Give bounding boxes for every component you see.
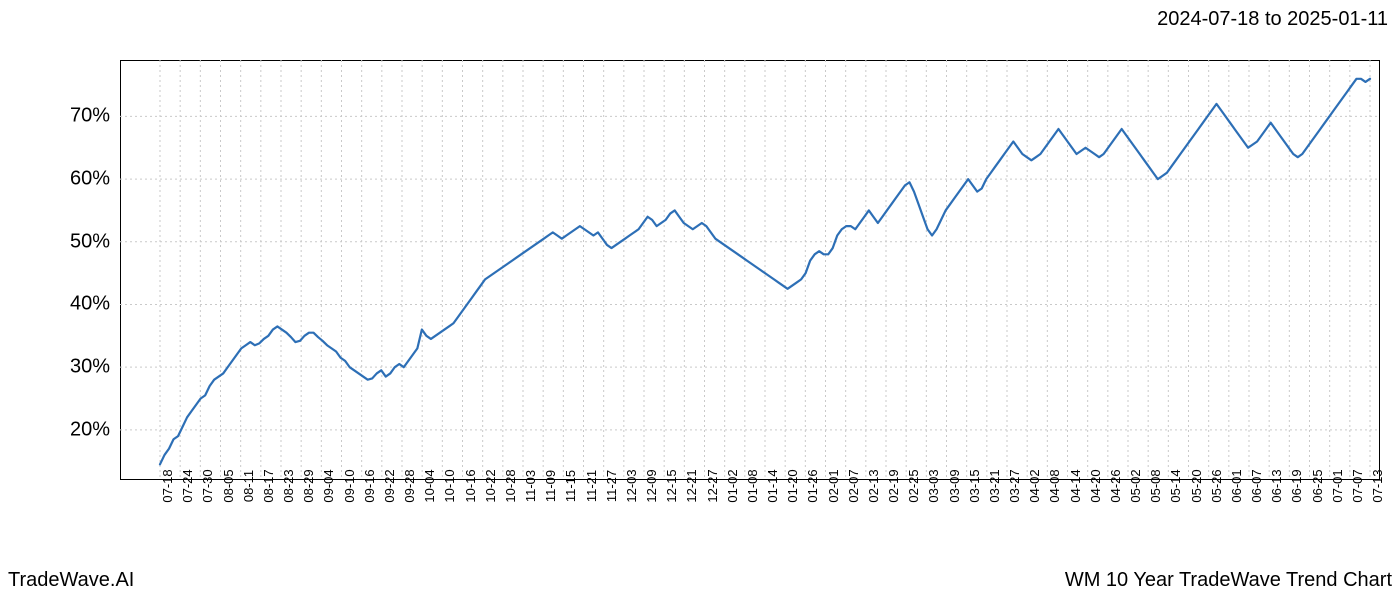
y-tick-label: 40% xyxy=(70,293,110,316)
x-tick-label: 03-21 xyxy=(987,469,1002,502)
x-tick-label: 07-01 xyxy=(1330,469,1345,502)
chart-title-label: WM 10 Year TradeWave Trend Chart xyxy=(1065,569,1392,592)
chart-container: 2024-07-18 to 2025-01-11 20% 30% 40% 50% 60%… xyxy=(0,0,1400,600)
x-tick-label: 05-02 xyxy=(1128,469,1143,502)
x-tick-label: 01-20 xyxy=(785,469,800,502)
x-tick-label: 03-03 xyxy=(926,469,941,502)
x-tick-label: 02-13 xyxy=(866,469,881,502)
x-tick-label: 04-20 xyxy=(1088,469,1103,502)
x-tick-label: 06-07 xyxy=(1249,469,1264,502)
y-tick-label: 50% xyxy=(70,230,110,253)
x-tick-label: 11-09 xyxy=(543,470,558,502)
x-tick-label: 06-01 xyxy=(1229,469,1244,502)
x-tick-label: 12-27 xyxy=(705,469,720,502)
x-tick-label: 10-04 xyxy=(422,469,437,502)
x-tick-label: 11-15 xyxy=(563,470,578,502)
chart-area xyxy=(120,60,1380,480)
x-tick-label: 07-07 xyxy=(1350,469,1365,502)
x-tick-label: 08-11 xyxy=(241,470,256,502)
x-tick-label: 12-15 xyxy=(664,469,679,502)
y-tick-label: 60% xyxy=(70,168,110,191)
x-tick-label: 02-07 xyxy=(846,469,861,502)
x-tick-label: 09-04 xyxy=(321,469,336,502)
y-tick-label: 70% xyxy=(70,105,110,128)
x-tick-label: 10-10 xyxy=(442,469,457,502)
x-tick-label: 09-22 xyxy=(382,469,397,502)
x-tick-label: 01-14 xyxy=(765,469,780,502)
x-tick-label: 06-19 xyxy=(1289,469,1304,502)
x-tick-label: 06-13 xyxy=(1269,469,1284,502)
x-tick-label: 07-13 xyxy=(1370,469,1385,502)
x-tick-label: 12-03 xyxy=(624,469,639,502)
x-tick-label: 07-18 xyxy=(160,469,175,502)
x-tick-label: 04-02 xyxy=(1027,469,1042,502)
y-tick-label: 30% xyxy=(70,356,110,379)
date-range-label: 2024-07-18 to 2025-01-11 xyxy=(1157,8,1388,31)
x-tick-label: 08-29 xyxy=(301,469,316,502)
x-tick-label: 02-01 xyxy=(826,469,841,502)
x-tick-label: 01-26 xyxy=(805,469,820,502)
x-tick-label: 05-08 xyxy=(1148,469,1163,502)
x-tick-label: 02-25 xyxy=(906,469,921,502)
x-tick-label: 09-16 xyxy=(362,469,377,502)
brand-label: TradeWave.AI xyxy=(8,569,134,592)
x-tick-label: 07-24 xyxy=(180,469,195,502)
x-tick-label: 04-08 xyxy=(1047,469,1062,502)
x-tick-label: 01-02 xyxy=(725,469,740,502)
plot-svg xyxy=(120,60,1380,480)
x-tick-label: 03-09 xyxy=(947,469,962,502)
x-tick-label: 12-21 xyxy=(684,469,699,502)
x-tick-label: 09-28 xyxy=(402,469,417,502)
x-tick-label: 11-03 xyxy=(523,470,538,502)
x-tick-label: 12-09 xyxy=(644,469,659,502)
x-tick-label: 06-25 xyxy=(1310,469,1325,502)
x-tick-label: 11-21 xyxy=(584,470,599,502)
x-tick-label: 05-20 xyxy=(1189,469,1204,502)
y-tick-label: 20% xyxy=(70,418,110,441)
x-tick-label: 01-08 xyxy=(745,469,760,502)
x-tick-label: 10-28 xyxy=(503,469,518,502)
x-tick-label: 08-23 xyxy=(281,469,296,502)
x-tick-label: 08-17 xyxy=(261,469,276,502)
x-tick-label: 04-26 xyxy=(1108,469,1123,502)
x-tick-label: 05-14 xyxy=(1168,469,1183,502)
x-tick-label: 03-27 xyxy=(1007,469,1022,502)
x-tick-label: 11-27 xyxy=(604,470,619,502)
x-tick-label: 10-22 xyxy=(483,469,498,502)
x-tick-label: 03-15 xyxy=(967,469,982,502)
x-tick-label: 09-10 xyxy=(342,469,357,502)
x-tick-label: 07-30 xyxy=(200,469,215,502)
x-tick-label: 04-14 xyxy=(1068,469,1083,502)
x-tick-label: 08-05 xyxy=(221,469,236,502)
x-tick-label: 10-16 xyxy=(463,469,478,502)
x-tick-label: 02-19 xyxy=(886,469,901,502)
x-tick-label: 05-26 xyxy=(1209,469,1224,502)
